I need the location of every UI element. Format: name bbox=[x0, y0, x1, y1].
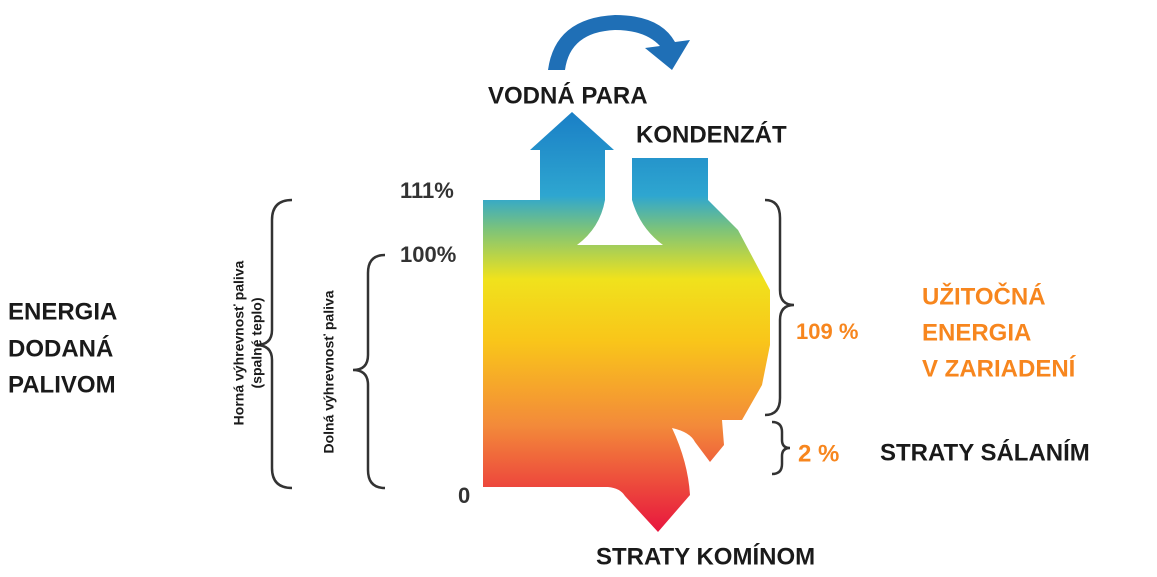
label-vapor: VODNÁ PARA bbox=[488, 81, 648, 109]
higher-heating-value: Horná výhrevnosť paliva bbox=[231, 260, 247, 425]
radiation-label: STRATY SÁLANÍM bbox=[880, 438, 1090, 466]
useful-label: ENERGIA bbox=[922, 319, 1031, 346]
brace bbox=[772, 422, 790, 474]
level-label: 111% bbox=[400, 178, 454, 203]
energy-flow bbox=[483, 112, 770, 532]
input-label: DODANÁ bbox=[8, 334, 113, 362]
chimney-label: STRATY KOMÍNOM bbox=[596, 542, 815, 570]
input-label: ENERGIA bbox=[8, 298, 117, 325]
higher-heating-value: (spalné teplo) bbox=[249, 297, 265, 388]
useful-label: V ZARIADENÍ bbox=[922, 354, 1077, 382]
level-label: 0 bbox=[458, 483, 470, 508]
cycle-arrow bbox=[548, 15, 690, 70]
label-condensate: KONDENZÁT bbox=[636, 120, 787, 148]
useful-label: UŽITOČNÁ bbox=[922, 282, 1046, 310]
input-label: PALIVOM bbox=[8, 371, 116, 398]
brace bbox=[353, 255, 385, 488]
lower-heating-value: Dolná výhrevnosť paliva bbox=[321, 290, 337, 453]
useful-percent: 109 % bbox=[796, 319, 858, 344]
diagram: VODNÁ PARA KONDENZÁT 111% 100% 0 ENERGIA… bbox=[0, 0, 1157, 577]
radiation-percent: 2 % bbox=[798, 440, 839, 467]
level-label: 100% bbox=[400, 242, 456, 267]
